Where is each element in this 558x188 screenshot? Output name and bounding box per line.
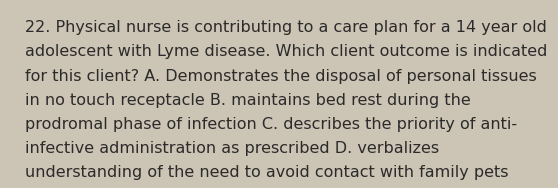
Text: infective administration as prescribed D. verbalizes: infective administration as prescribed D… (25, 141, 439, 156)
Text: adolescent with Lyme disease. Which client outcome is indicated: adolescent with Lyme disease. Which clie… (25, 44, 547, 59)
Text: in no touch receptacle B. maintains bed rest during the: in no touch receptacle B. maintains bed … (25, 93, 470, 108)
Text: prodromal phase of infection C. describes the priority of anti-: prodromal phase of infection C. describe… (25, 117, 517, 132)
Text: understanding of the need to avoid contact with family pets: understanding of the need to avoid conta… (25, 165, 508, 180)
Text: for this client? A. Demonstrates the disposal of personal tissues: for this client? A. Demonstrates the dis… (25, 69, 536, 84)
Text: 22. Physical nurse is contributing to a care plan for a 14 year old: 22. Physical nurse is contributing to a … (25, 20, 547, 35)
